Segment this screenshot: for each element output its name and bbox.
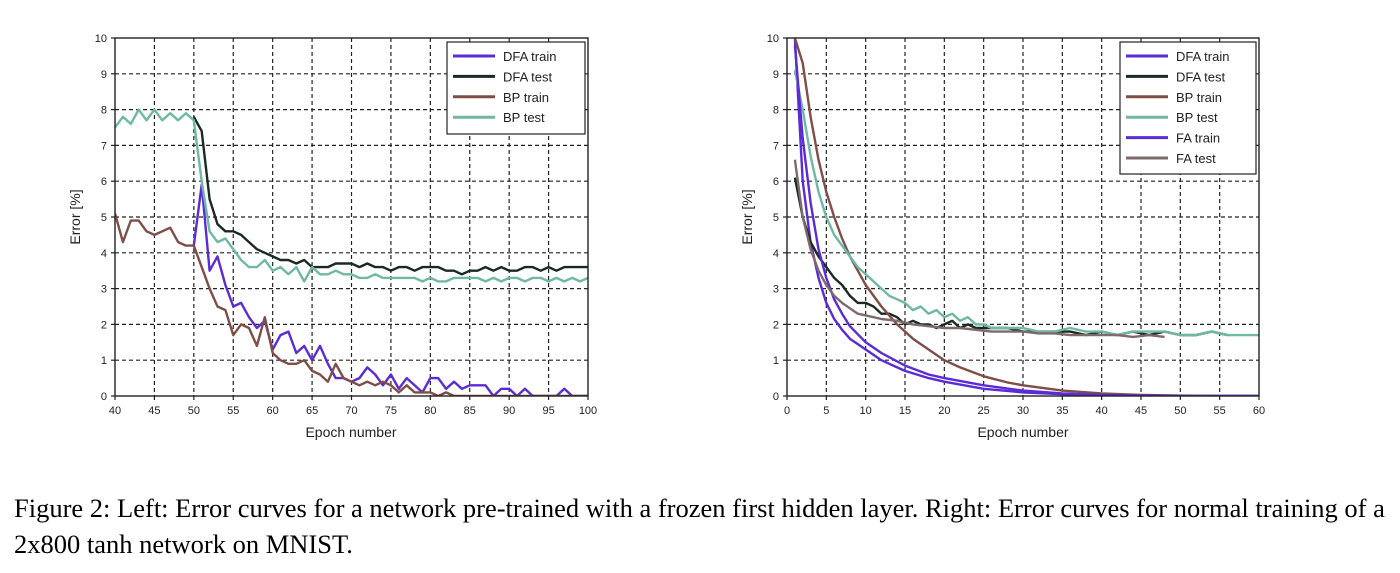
- x-axis-label: Epoch number: [977, 424, 1068, 440]
- y-tick-label: 3: [773, 284, 779, 296]
- x-tick-label: 5: [823, 405, 829, 417]
- y-axis-label: Error [%]: [67, 189, 83, 244]
- right-chart: 0 5 10 15 20 25 30 35 40 45 50 55 60012345678910Epoc…: [739, 33, 1265, 440]
- legend-label: DFA test: [1176, 69, 1226, 84]
- x-tick-label: 55: [1214, 405, 1226, 417]
- y-tick-label: 1: [773, 355, 779, 367]
- x-tick-label: 90: [503, 405, 515, 417]
- y-tick-label: 8: [101, 105, 107, 117]
- series-line-dfa-train: [793, 38, 1259, 396]
- y-tick-label: 9: [101, 69, 107, 81]
- legend-label: BP test: [1176, 110, 1218, 125]
- x-tick-label: 85: [464, 405, 476, 417]
- series-line-dfa-test: [793, 177, 1228, 337]
- series-line-bp-test: [793, 69, 1259, 337]
- x-tick-label: 70: [345, 405, 357, 417]
- y-tick-label: 3: [101, 284, 107, 296]
- x-tick-label: 50: [188, 405, 200, 417]
- x-tick-label: 60: [267, 405, 279, 417]
- y-tick-label: 1: [101, 355, 107, 367]
- figure: 40 45 50 55 60 65 70 75 80 85 90 95 100012345678910E…: [67, 33, 1265, 440]
- y-tick-label: 10: [95, 33, 107, 45]
- series-line-fa-test: [793, 159, 1165, 339]
- left-chart: 40 45 50 55 60 65 70 75 80 85 90 95 100012345678910E…: [67, 33, 597, 440]
- series-line-dfa-train: [192, 183, 588, 396]
- series-line-bp-test: [115, 108, 588, 283]
- x-axis-label: Epoch number: [305, 424, 396, 440]
- series-line-dfa-test: [192, 116, 588, 276]
- legend-label: DFA train: [503, 49, 556, 64]
- legend-box: [1119, 41, 1257, 175]
- legend-label: FA train: [1176, 131, 1220, 146]
- series-line-bp-train: [115, 213, 588, 396]
- legend-label: BP train: [503, 90, 549, 105]
- y-tick-label: 10: [767, 33, 779, 45]
- series-group: [115, 108, 588, 396]
- x-tick-label: 40: [1096, 405, 1108, 417]
- x-tick-label: 75: [385, 405, 397, 417]
- y-tick-label: 2: [101, 319, 107, 331]
- y-axis-label: Error [%]: [739, 189, 755, 244]
- x-tick-label: 15: [899, 405, 911, 417]
- x-tick-label: 65: [306, 405, 318, 417]
- legend: DFA train DFA test BP train BP test: [446, 41, 586, 135]
- series-line-bp-train: [793, 38, 1259, 396]
- x-tick-label: 80: [424, 405, 436, 417]
- y-tick-label: 0: [101, 391, 107, 403]
- legend: DFA train DFA test BP train BP test FA train…: [1119, 41, 1257, 175]
- legend-label: FA test: [1176, 151, 1216, 166]
- legend-label: DFA test: [503, 69, 553, 84]
- legend-label: DFA train: [1176, 49, 1229, 64]
- y-tick-label: 5: [101, 212, 107, 224]
- y-tick-label: 6: [101, 176, 107, 188]
- x-tick-label: 60: [1253, 405, 1265, 417]
- figure-caption: Figure 2: Left: Error curves for a netwo…: [14, 493, 1385, 559]
- legend-label: BP test: [503, 110, 545, 125]
- x-tick-label: 95: [542, 405, 554, 417]
- x-tick-label: 50: [1174, 405, 1186, 417]
- x-tick-label: 45: [1135, 405, 1147, 417]
- y-tick-label: 5: [773, 212, 779, 224]
- y-tick-label: 7: [773, 140, 779, 152]
- y-tick-label: 9: [773, 69, 779, 81]
- x-tick-label: 35: [1056, 405, 1068, 417]
- x-tick-label: 55: [227, 405, 239, 417]
- x-tick-label: 10: [860, 405, 872, 417]
- x-tick-label: 25: [978, 405, 990, 417]
- x-tick-label: 40: [109, 405, 121, 417]
- y-tick-label: 2: [773, 319, 779, 331]
- x-tick-label: 30: [1017, 405, 1029, 417]
- y-tick-label: 6: [773, 176, 779, 188]
- y-tick-label: 8: [773, 105, 779, 117]
- y-tick-label: 0: [773, 391, 779, 403]
- y-tick-label: 4: [773, 248, 779, 260]
- y-tick-label: 4: [101, 248, 107, 260]
- legend-label: BP train: [1176, 90, 1222, 105]
- x-tick-label: 0: [784, 405, 790, 417]
- x-tick-label: 45: [148, 405, 160, 417]
- x-tick-label: 20: [938, 405, 950, 417]
- x-tick-label: 100: [579, 405, 597, 417]
- y-tick-label: 7: [101, 140, 107, 152]
